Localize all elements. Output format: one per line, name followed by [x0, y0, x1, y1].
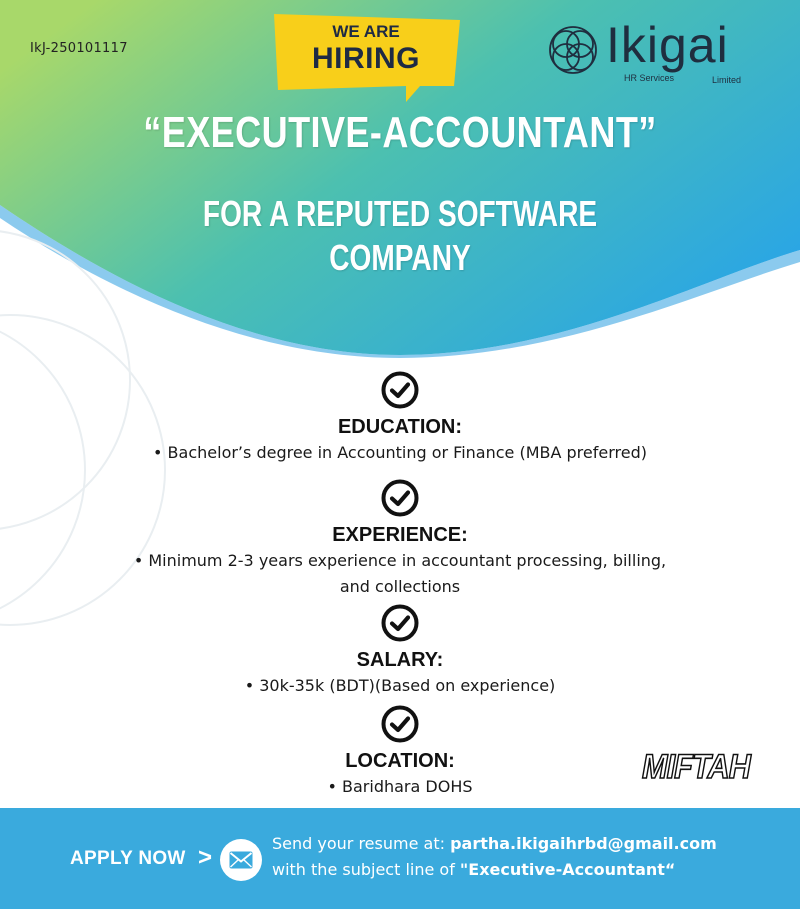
we-are-hiring-badge: WE ARE HIRING: [268, 12, 468, 104]
section-text: • Baridhara DOHS: [327, 777, 473, 796]
contact-email[interactable]: partha.ikigaihrbd@gmail.com: [450, 834, 717, 853]
ikigai-logo: Ikigai HR Services Limited: [544, 17, 754, 90]
logo-subtitle-left: HR Services: [624, 73, 675, 83]
experience-section: EXPERIENCE: • Minimum 2-3 years experien…: [0, 478, 800, 600]
hiring-line-2: HIRING: [312, 42, 420, 75]
subject-line: with the subject line of "Executive-Acco…: [272, 860, 675, 879]
section-heading: LOCATION:: [345, 750, 455, 772]
subject-line-text: with the subject line of: [272, 860, 460, 879]
mail-icon: [220, 839, 262, 881]
decorative-rings: [0, 230, 166, 626]
chevron-right-icon: >: [198, 844, 213, 871]
apply-now-label: APPLY NOW: [70, 848, 186, 869]
salary-section: SALARY: • 30k-35k (BDT)(Based on experie…: [0, 603, 800, 699]
section-heading: EDUCATION:: [337, 416, 463, 438]
section-text: • Minimum 2-3 years experience in accoun…: [133, 551, 667, 570]
section-heading: EXPERIENCE:: [332, 524, 468, 546]
check-circle-icon: [381, 604, 419, 642]
send-resume-text: Send your resume at:: [272, 834, 451, 853]
hiring-line-1: WE ARE: [332, 22, 400, 41]
company-subtitle: FOR A REPUTED SOFTWARE COMPANY: [88, 192, 712, 280]
location-section: LOCATION: • Baridhara DOHS: [0, 704, 800, 800]
speech-bubble-shape: [274, 14, 460, 102]
job-reference-code: IkJ-250101117: [30, 41, 128, 56]
section-text: • 30k-35k (BDT)(Based on experience): [244, 676, 556, 695]
section-text: and collections: [339, 577, 461, 596]
logo-subtitle-right: Limited: [712, 75, 742, 85]
email-subject: "Executive-Accountant“: [459, 860, 676, 879]
subtitle-line-2: COMPANY: [329, 237, 471, 278]
education-section: EDUCATION: • Bachelor’s degree in Accoun…: [0, 370, 800, 466]
check-circle-icon: [381, 705, 419, 743]
logo-wordmark: Ikigai: [606, 17, 729, 73]
check-circle-icon: [381, 479, 419, 517]
section-heading: SALARY:: [356, 649, 444, 671]
watermark-text: MIFTAH: [641, 747, 751, 787]
send-resume-line: Send your resume at: partha.ikigaihrbd@g…: [272, 834, 717, 853]
check-circle-icon: [381, 371, 419, 409]
subtitle-line-1: FOR A REPUTED SOFTWARE: [202, 193, 598, 234]
logo-rings-icon: [549, 26, 597, 74]
section-text: • Bachelor’s degree in Accounting or Fin…: [153, 443, 647, 462]
apply-footer: APPLY NOW > Send your resume at: partha.…: [0, 808, 800, 909]
job-title: “EXECUTIVE-ACCOUNTANT”: [143, 108, 657, 157]
